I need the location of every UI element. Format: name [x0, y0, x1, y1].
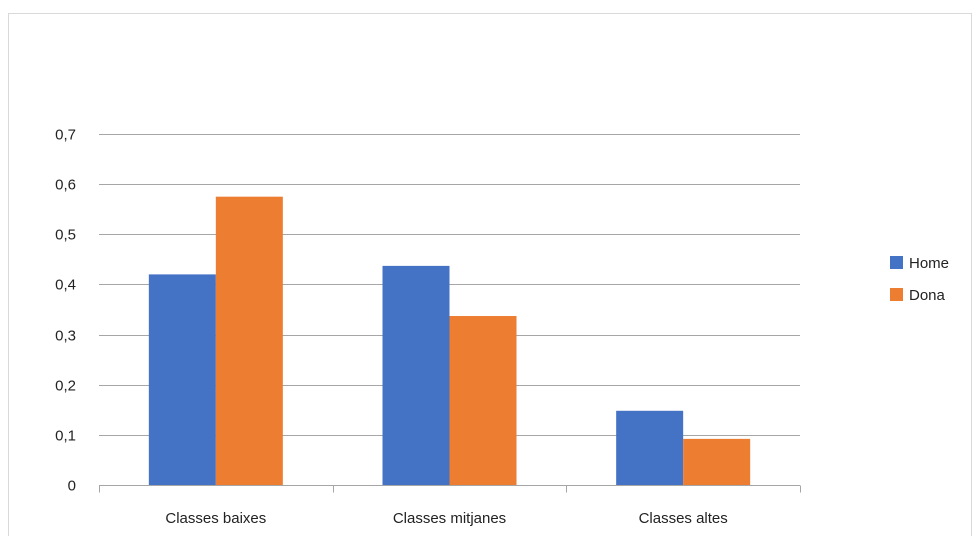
y-tick-label: 0,4 — [55, 277, 76, 294]
y-tick-label: 0,3 — [55, 328, 76, 345]
y-tick-label: 0,6 — [55, 177, 76, 194]
y-axis-ticks: 0 0,1 0,2 0,3 0,4 0,5 0,6 0,7 — [55, 127, 76, 495]
x-category-label: Classes altes — [639, 510, 728, 527]
bar-dona — [215, 196, 283, 485]
bar-dona — [683, 438, 751, 485]
legend-swatch-dona — [890, 288, 903, 301]
y-tick-label: 0 — [68, 478, 76, 495]
legend: Home Dona — [890, 255, 949, 304]
x-category-label: Classes baixes — [165, 510, 266, 527]
legend-swatch-home — [890, 256, 903, 269]
x-axis-categories: Classes baixes Classes mitjanes Classes al… — [165, 510, 727, 527]
legend-label-home: Home — [909, 255, 949, 272]
bar-home — [616, 410, 684, 485]
bars — [148, 196, 751, 485]
bar-dona — [449, 316, 517, 485]
x-axis — [99, 485, 801, 493]
y-tick-label: 0,2 — [55, 378, 76, 395]
legend-label-dona: Dona — [909, 287, 946, 304]
y-tick-label: 0,1 — [55, 428, 76, 445]
y-tick-label: 0,7 — [55, 127, 76, 144]
x-category-label: Classes mitjanes — [393, 510, 506, 527]
bar-home — [148, 274, 216, 485]
bar-home — [382, 265, 450, 485]
y-tick-label: 0,5 — [55, 227, 76, 244]
